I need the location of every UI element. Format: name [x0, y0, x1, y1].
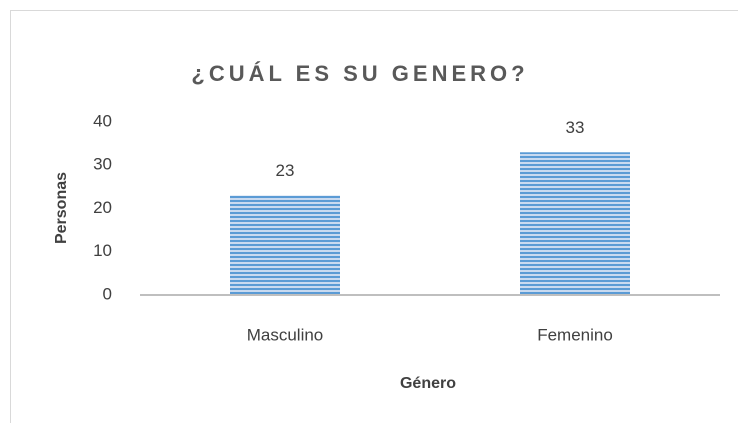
value-label: 23 [276, 161, 295, 180]
x-tick-label: Femenino [537, 325, 613, 344]
x-axis-title: Género [400, 375, 456, 392]
y-tick-label: 20 [93, 198, 112, 217]
y-axis-title: Personas [53, 172, 70, 244]
y-tick-label: 10 [93, 241, 112, 260]
chart-border [10, 10, 738, 423]
value-label: 33 [566, 118, 585, 137]
bar [520, 152, 630, 295]
y-tick-label: 0 [103, 284, 112, 303]
chart-title: ¿CUÁL ES SU GENERO? [191, 61, 528, 86]
y-tick-label: 40 [93, 111, 112, 130]
x-tick-label: Masculino [247, 325, 324, 344]
bar [230, 195, 340, 295]
y-tick-label: 30 [93, 155, 112, 174]
